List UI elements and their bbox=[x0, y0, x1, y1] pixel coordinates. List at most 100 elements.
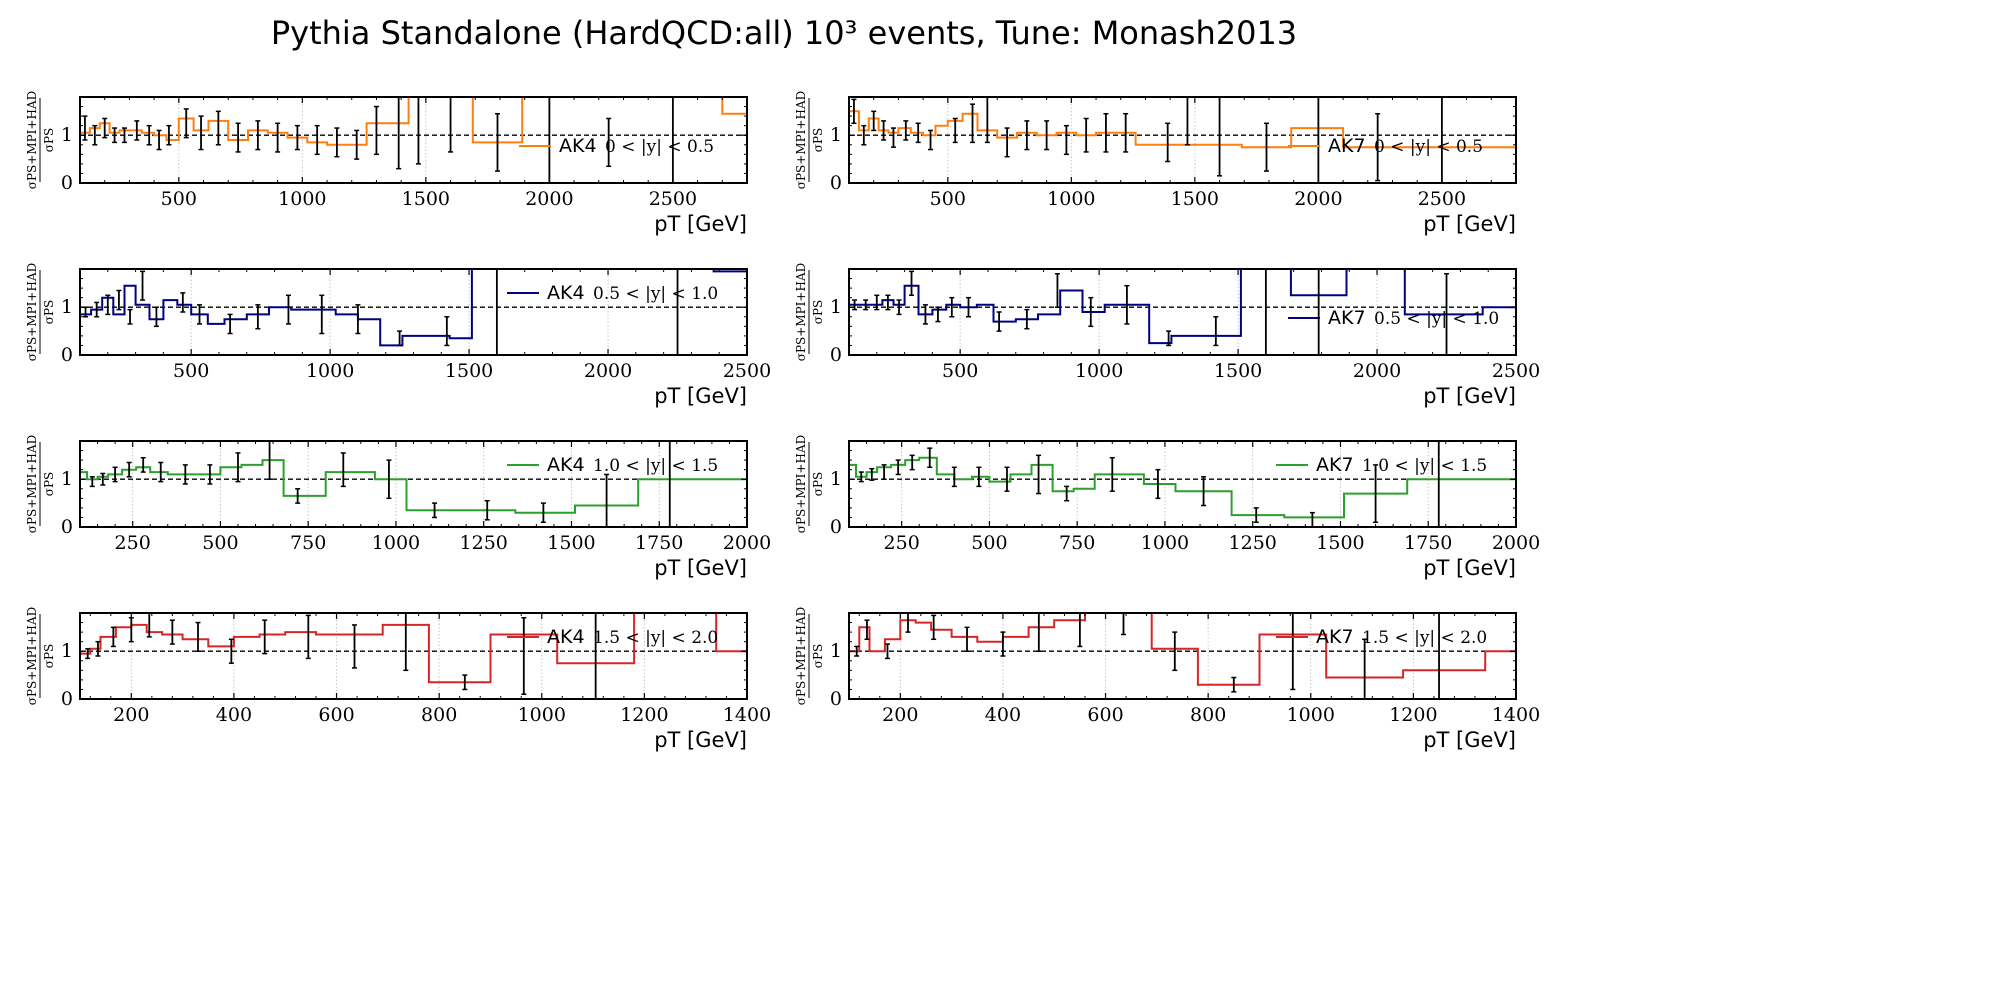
x-tick-label: 500 bbox=[161, 188, 197, 210]
x-tick-label: 2000 bbox=[525, 188, 573, 210]
error-bar bbox=[227, 313, 233, 335]
y-axis-label: σPS+MPI+HAD σPS bbox=[794, 263, 825, 361]
error-bar bbox=[448, 97, 454, 153]
panel-ak4-2: 500 1000 1500 2000 2500 0 1 pT [GeV] σPS+MPI+HAD… bbox=[25, 263, 771, 408]
error-bar bbox=[1109, 456, 1115, 492]
plot-area bbox=[849, 613, 1516, 699]
x-tick-label: 1000 bbox=[372, 532, 420, 554]
x-tick-label: 500 bbox=[942, 360, 978, 382]
y-tick-label: 1 bbox=[830, 468, 842, 490]
error-bar bbox=[851, 98, 857, 125]
figure: Pythia Standalone (HardQCD:all) 10³ even… bbox=[25, 14, 1540, 752]
error-bar bbox=[89, 476, 95, 488]
plot-area bbox=[80, 97, 747, 183]
x-axis-label: pT [GeV] bbox=[654, 384, 747, 408]
error-bar bbox=[146, 124, 152, 146]
error-bar bbox=[169, 619, 175, 645]
y-label-numerator: σPS+MPI+HAD bbox=[794, 607, 808, 705]
x-tick-label: 1500 bbox=[1214, 360, 1262, 382]
error-bar bbox=[340, 452, 346, 488]
legend-label: AK7 bbox=[1316, 454, 1354, 476]
error-bar bbox=[275, 122, 281, 153]
y-axis-label: σPS+MPI+HAD σPS bbox=[794, 607, 825, 705]
x-tick-label: 1000 bbox=[278, 188, 326, 210]
error-bar bbox=[319, 294, 325, 335]
y-label-denominator: σPS bbox=[811, 472, 825, 497]
panel-ak4-4: 200 400 600 800 1000 1200 1400 0 1 pT [GeV] σPS+MP… bbox=[25, 607, 771, 752]
error-bar bbox=[294, 124, 300, 151]
error-bar bbox=[1231, 676, 1237, 693]
legend: AK4 1.5 < |y| < 2.0 bbox=[507, 626, 718, 648]
legend-label: AK7 bbox=[1328, 135, 1366, 157]
error-bar bbox=[1024, 120, 1030, 151]
series-step-line bbox=[80, 459, 747, 514]
plot-area bbox=[849, 97, 1516, 183]
error-bar bbox=[314, 124, 320, 156]
error-bar bbox=[215, 110, 221, 146]
error-bar bbox=[1309, 511, 1315, 527]
error-bar bbox=[1362, 638, 1368, 699]
error-bar bbox=[922, 304, 928, 325]
error-bar bbox=[1024, 308, 1030, 330]
legend: AK4 1.0 < |y| < 1.5 bbox=[507, 454, 718, 476]
y-tick-label: 1 bbox=[61, 124, 73, 146]
x-tick-label: 500 bbox=[971, 532, 1007, 554]
y-label-numerator: σPS+MPI+HAD bbox=[794, 263, 808, 361]
error-bar bbox=[1438, 613, 1440, 699]
error-bar bbox=[984, 97, 990, 144]
x-axis-label: pT [GeV] bbox=[1423, 728, 1516, 752]
error-bar bbox=[158, 461, 164, 483]
plot-area bbox=[80, 269, 747, 355]
legend-range: 0.5 < |y| < 1.0 bbox=[1374, 309, 1499, 329]
error-bar bbox=[858, 471, 864, 483]
x-tick-label: 750 bbox=[290, 532, 326, 554]
error-bar bbox=[931, 614, 937, 641]
x-axis-label: pT [GeV] bbox=[1423, 212, 1516, 236]
axes-frame bbox=[848, 440, 1517, 528]
error-bar bbox=[415, 97, 421, 165]
axes-frame bbox=[848, 612, 1517, 700]
error-bar bbox=[1004, 466, 1010, 492]
error-bar bbox=[355, 304, 361, 335]
y-axis-label: σPS+MPI+HAD σPS bbox=[794, 435, 825, 533]
error-bar bbox=[397, 330, 403, 347]
plot-area bbox=[849, 441, 1516, 527]
x-tick-label: 500 bbox=[202, 532, 238, 554]
x-tick-label: 1500 bbox=[1316, 532, 1364, 554]
error-bar bbox=[354, 129, 360, 160]
x-tick-label: 1000 bbox=[1047, 188, 1095, 210]
error-bar bbox=[1184, 97, 1190, 146]
error-bar bbox=[235, 452, 241, 483]
error-bar bbox=[110, 626, 116, 648]
error-bar bbox=[334, 127, 340, 158]
error-bar bbox=[156, 129, 162, 151]
error-bar bbox=[267, 441, 273, 480]
error-bar bbox=[1064, 485, 1070, 502]
error-bar bbox=[95, 640, 101, 657]
y-tick-label: 0 bbox=[61, 344, 73, 366]
y-label-numerator: σPS+MPI+HAD bbox=[25, 91, 39, 189]
y-label-numerator: σPS+MPI+HAD bbox=[25, 263, 39, 361]
y-label-numerator: σPS+MPI+HAD bbox=[794, 91, 808, 189]
error-bar bbox=[197, 304, 203, 325]
legend-range: 1.0 < |y| < 1.5 bbox=[593, 456, 718, 476]
error-bar bbox=[235, 122, 241, 153]
x-tick-label: 2500 bbox=[649, 188, 697, 210]
legend-label: AK7 bbox=[1328, 307, 1366, 329]
error-bar bbox=[915, 122, 921, 144]
error-bar bbox=[444, 316, 450, 347]
error-bar bbox=[484, 499, 490, 521]
x-axis-label: pT [GeV] bbox=[654, 728, 747, 752]
error-bar bbox=[871, 110, 877, 132]
error-bar bbox=[951, 466, 957, 488]
error-bar bbox=[1054, 273, 1060, 308]
legend-range: 0 < |y| < 0.5 bbox=[605, 137, 714, 157]
error-bar bbox=[881, 120, 887, 141]
plot-area bbox=[80, 441, 747, 527]
error-bar bbox=[895, 459, 901, 476]
error-bar bbox=[1253, 507, 1259, 523]
series-step-line bbox=[849, 269, 1516, 345]
legend: AK4 0.5 < |y| < 1.0 bbox=[507, 282, 718, 304]
error-bar bbox=[970, 103, 976, 144]
error-bar bbox=[1373, 464, 1379, 523]
